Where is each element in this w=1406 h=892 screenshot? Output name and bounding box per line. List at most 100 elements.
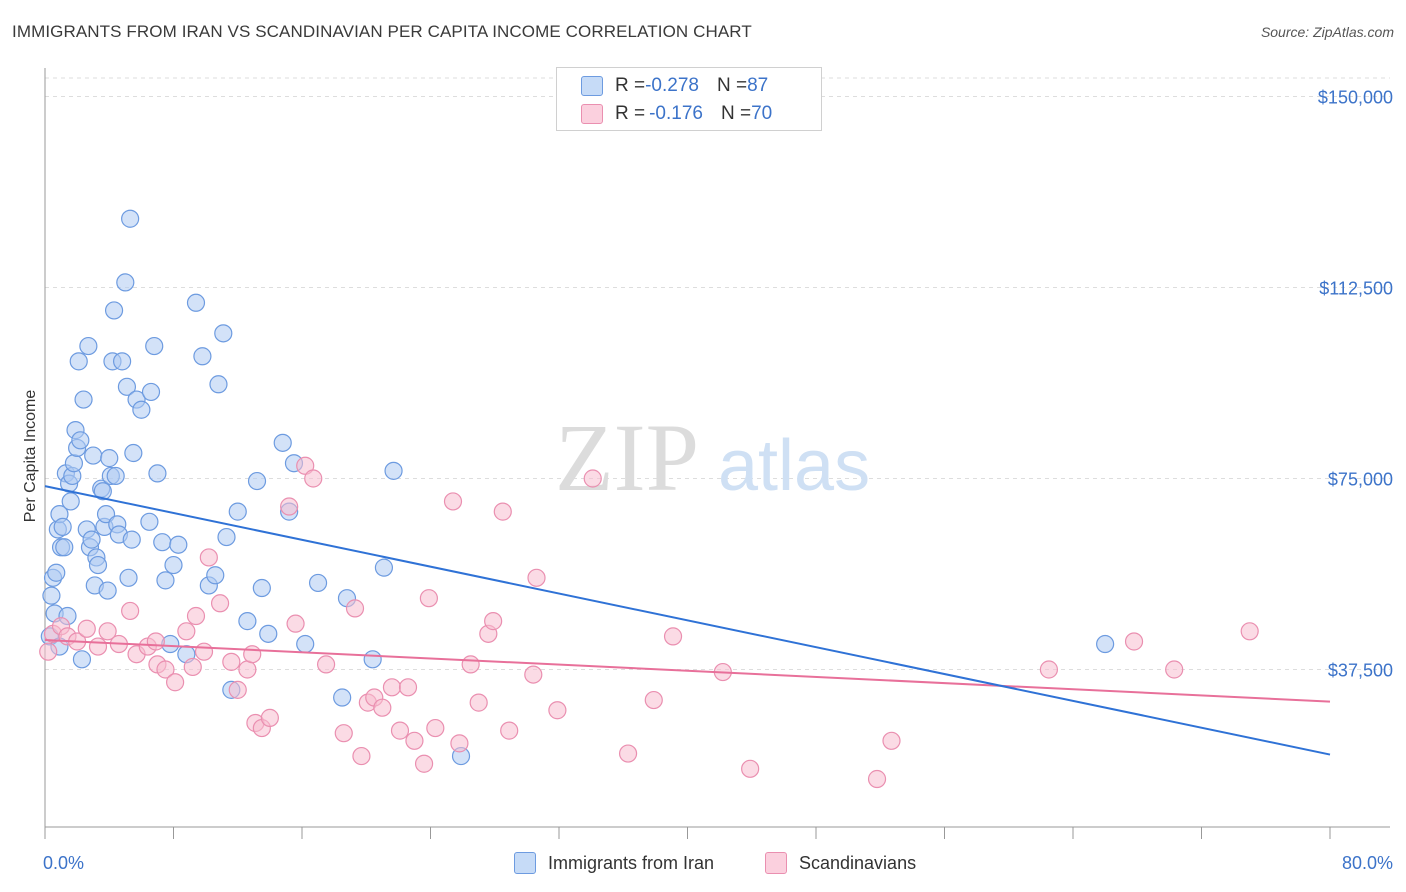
legend-row-scandinavians: R = -0.176 N = 70 bbox=[581, 102, 772, 126]
series-legend-scandinavians: Scandinavians bbox=[765, 852, 916, 874]
data-point bbox=[183, 657, 202, 677]
data-point bbox=[77, 619, 96, 638]
data-point bbox=[74, 390, 93, 409]
data-point bbox=[140, 512, 159, 531]
data-point bbox=[72, 650, 92, 669]
data-point bbox=[363, 650, 382, 669]
y-tick-label: $37,500 bbox=[1328, 661, 1393, 681]
data-point bbox=[177, 622, 196, 641]
data-point bbox=[484, 612, 503, 631]
data-point bbox=[390, 721, 410, 740]
data-point bbox=[461, 655, 480, 674]
data-point bbox=[228, 680, 247, 699]
y-tick-label: $112,500 bbox=[1319, 279, 1393, 299]
data-point bbox=[308, 573, 328, 593]
watermark-zip: ZIP bbox=[555, 404, 699, 511]
data-point bbox=[206, 566, 225, 585]
series-legend: Immigrants from Iran Scandinavians bbox=[0, 852, 1406, 878]
chart-title: IMMIGRANTS FROM IRAN VS SCANDINAVIAN PER… bbox=[12, 22, 752, 41]
y-tick-label: $75,000 bbox=[1328, 470, 1393, 490]
data-point bbox=[98, 581, 117, 600]
watermark: ZIP atlas bbox=[555, 404, 870, 511]
data-point bbox=[164, 555, 183, 575]
data-point bbox=[243, 645, 262, 664]
data-point bbox=[741, 759, 760, 778]
data-point bbox=[71, 431, 90, 450]
data-point bbox=[374, 558, 394, 577]
data-point bbox=[156, 660, 175, 679]
data-point bbox=[252, 578, 271, 598]
data-point bbox=[104, 301, 124, 320]
data-point bbox=[98, 622, 117, 641]
data-point bbox=[106, 466, 125, 486]
data-point bbox=[450, 734, 469, 753]
correlation-legend: R = -0.278 N = 87 R = -0.176 N = 70 bbox=[556, 67, 822, 131]
data-point bbox=[84, 446, 103, 465]
data-point bbox=[112, 352, 132, 371]
data-point bbox=[96, 505, 116, 524]
data-point bbox=[334, 724, 353, 743]
series-legend-swatch-scandinavians bbox=[765, 852, 787, 874]
data-point bbox=[469, 693, 488, 712]
data-point bbox=[132, 400, 151, 419]
data-point bbox=[55, 538, 74, 557]
data-point bbox=[426, 718, 445, 738]
trend-line-iran bbox=[44, 485, 1331, 756]
data-point bbox=[169, 535, 188, 554]
data-point bbox=[524, 665, 543, 684]
series-legend-iran: Immigrants from Iran bbox=[514, 852, 714, 874]
data-point bbox=[882, 731, 901, 750]
data-point bbox=[121, 601, 140, 621]
data-point bbox=[145, 336, 164, 356]
data-point bbox=[186, 293, 206, 312]
data-point bbox=[1096, 634, 1115, 654]
data-point bbox=[121, 209, 140, 228]
legend-r-label: R = bbox=[615, 75, 646, 96]
data-point bbox=[1039, 660, 1059, 679]
data-point bbox=[644, 690, 663, 710]
data-point bbox=[214, 324, 233, 343]
data-point bbox=[141, 382, 161, 402]
data-point bbox=[42, 586, 61, 605]
data-point bbox=[583, 469, 602, 488]
data-point bbox=[493, 502, 512, 521]
data-point bbox=[405, 731, 424, 750]
data-point bbox=[663, 627, 683, 646]
data-point bbox=[280, 497, 299, 516]
data-point bbox=[116, 273, 135, 292]
data-point bbox=[210, 594, 230, 613]
data-point bbox=[199, 548, 218, 567]
data-point bbox=[39, 642, 58, 661]
data-point bbox=[88, 555, 108, 575]
data-point bbox=[193, 347, 212, 366]
data-point bbox=[1124, 632, 1144, 651]
data-point bbox=[247, 471, 267, 491]
legend-r-label: R = bbox=[615, 103, 646, 124]
data-point bbox=[238, 612, 257, 631]
legend-r-value: -0.278 bbox=[645, 75, 699, 96]
trend-lines bbox=[44, 485, 1331, 756]
data-point bbox=[414, 754, 434, 773]
data-point bbox=[260, 708, 279, 727]
data-point bbox=[333, 688, 352, 707]
legend-n-value: 70 bbox=[751, 103, 773, 124]
tick-labels: $37,500 $75,000 $112,500 $150,000 0.0% 80.0% bbox=[43, 88, 1393, 874]
series-legend-swatch-iran bbox=[514, 852, 536, 874]
x-tick-label: 80.0% bbox=[1342, 853, 1393, 873]
data-point bbox=[117, 377, 137, 396]
y-tick-label: $150,000 bbox=[1318, 88, 1393, 108]
data-point bbox=[345, 599, 365, 618]
y-axis-title: Per Capita Income bbox=[22, 390, 39, 523]
data-point bbox=[527, 568, 546, 587]
legend-n-label: N = bbox=[720, 103, 752, 124]
legend-n-label: N = bbox=[716, 75, 748, 96]
trend-line-scandinavians bbox=[44, 638, 1331, 703]
legend-n-value: 87 bbox=[747, 75, 769, 96]
data-point bbox=[93, 482, 112, 501]
data-point bbox=[153, 533, 172, 552]
data-point bbox=[156, 571, 175, 590]
data-point bbox=[443, 492, 463, 511]
data-point bbox=[119, 568, 138, 587]
series-scandinavians-points bbox=[39, 456, 1259, 789]
data-point bbox=[352, 746, 371, 766]
